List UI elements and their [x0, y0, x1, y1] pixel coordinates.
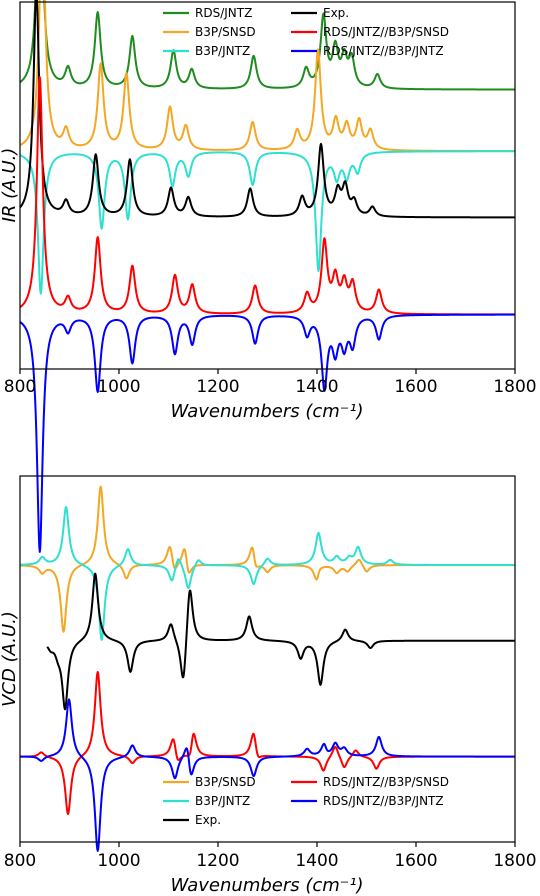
vcd-plot-frame — [19, 475, 516, 843]
ir-curves — [19, 0, 516, 553]
ir-x-ticks: 800 1000 1200 1400 1600 1800 — [4, 369, 537, 397]
legend-label: RDS/JNTZ//B3P/JNTZ — [323, 44, 444, 58]
vcd-panel: 800 1000 1200 1400 1600 1800 VCD (A.U.) Waven… — [0, 475, 537, 896]
vcd-x-tick-label: 1600 — [394, 851, 437, 871]
ir-series-exp — [19, 0, 516, 219]
legend-label: B3P/JNTZ — [195, 44, 250, 58]
vcd-legend: B3P/SNSD RDS/JNTZ//B3P/SNSD B3P/JNTZ RDS/JN… — [163, 775, 449, 827]
ir-x-axis-label: Wavenumbers (cm⁻¹) — [170, 401, 363, 422]
ir-legend-item-rds-jntz-b3p-jntz: RDS/JNTZ//B3P/JNTZ — [291, 44, 444, 58]
vcd-x-tick-label: 800 — [4, 851, 36, 871]
legend-label: RDS/JNTZ//B3P/JNTZ — [323, 794, 444, 808]
legend-label: RDS/JNTZ — [195, 6, 252, 20]
legend-label: B3P/JNTZ — [195, 794, 250, 808]
ir-legend-item-exp: Exp. — [291, 6, 349, 20]
ir-legend-item-rds-jntz-b3p-snsd: RDS/JNTZ//B3P/SNSD — [291, 25, 449, 39]
ir-series-b3p-snsd — [19, 0, 516, 153]
vcd-legend-item-exp: Exp. — [163, 813, 221, 827]
ir-x-tick-label: 1000 — [97, 377, 140, 397]
ir-x-tick-label: 1200 — [196, 377, 239, 397]
ir-x-tick-label: 800 — [4, 377, 36, 397]
ir-series-rds-jntz — [19, 0, 516, 91]
vcd-curves — [19, 485, 516, 852]
vcd-x-tick-label: 1800 — [493, 851, 536, 871]
legend-label: RDS/JNTZ//B3P/SNSD — [323, 775, 449, 789]
ir-legend-item-rds-jntz: RDS/JNTZ — [163, 6, 252, 20]
ir-legend-item-b3p-snsd: B3P/SNSD — [163, 25, 256, 39]
ir-series-rds-jntz-b3p-jntz — [19, 313, 516, 553]
legend-label: Exp. — [195, 813, 221, 827]
ir-y-axis-label: IR (A.U.) — [0, 148, 20, 223]
vcd-legend-item-rds-jntz-b3p-jntz: RDS/JNTZ//B3P/JNTZ — [291, 794, 444, 808]
ir-x-tick-label: 1800 — [493, 377, 536, 397]
vcd-legend-item-b3p-snsd: B3P/SNSD — [163, 775, 256, 789]
legend-label: B3P/SNSD — [195, 25, 256, 39]
ir-panel: 800 1000 1200 1400 1600 1800 IR (A.U.) Wavenu… — [0, 0, 537, 553]
legend-label: RDS/JNTZ//B3P/SNSD — [323, 25, 449, 39]
ir-x-tick-label: 1400 — [295, 377, 338, 397]
vcd-x-tick-label: 1200 — [196, 851, 239, 871]
ir-legend-item-b3p-jntz: B3P/JNTZ — [163, 44, 250, 58]
vcd-series-b3p-jntz — [19, 506, 516, 641]
vcd-legend-item-b3p-jntz: B3P/JNTZ — [163, 794, 250, 808]
vcd-series-exp — [46, 572, 516, 711]
ir-plot-frame — [19, 1, 516, 370]
vcd-x-tick-label: 1400 — [295, 851, 338, 871]
ir-legend: RDS/JNTZ Exp. B3P/SNSD RDS/JNTZ//B3P/SNSD B3… — [163, 6, 449, 58]
ir-series-b3p-jntz — [19, 150, 516, 295]
vcd-y-axis-label: VCD (A.U.) — [0, 611, 20, 707]
ir-x-tick-label: 1600 — [394, 377, 437, 397]
vcd-legend-item-rds-jntz-b3p-snsd: RDS/JNTZ//B3P/SNSD — [291, 775, 449, 789]
legend-label: B3P/SNSD — [195, 775, 256, 789]
legend-label: Exp. — [323, 6, 349, 20]
vcd-series-rds-jntz-b3p-jntz — [19, 698, 516, 852]
vcd-x-tick-label: 1000 — [97, 851, 140, 871]
vcd-x-axis-label: Wavenumbers (cm⁻¹) — [170, 875, 363, 896]
ir-series-rds-jntz-b3p-snsd — [19, 76, 516, 316]
vcd-x-ticks: 800 1000 1200 1400 1600 1800 — [4, 842, 537, 871]
